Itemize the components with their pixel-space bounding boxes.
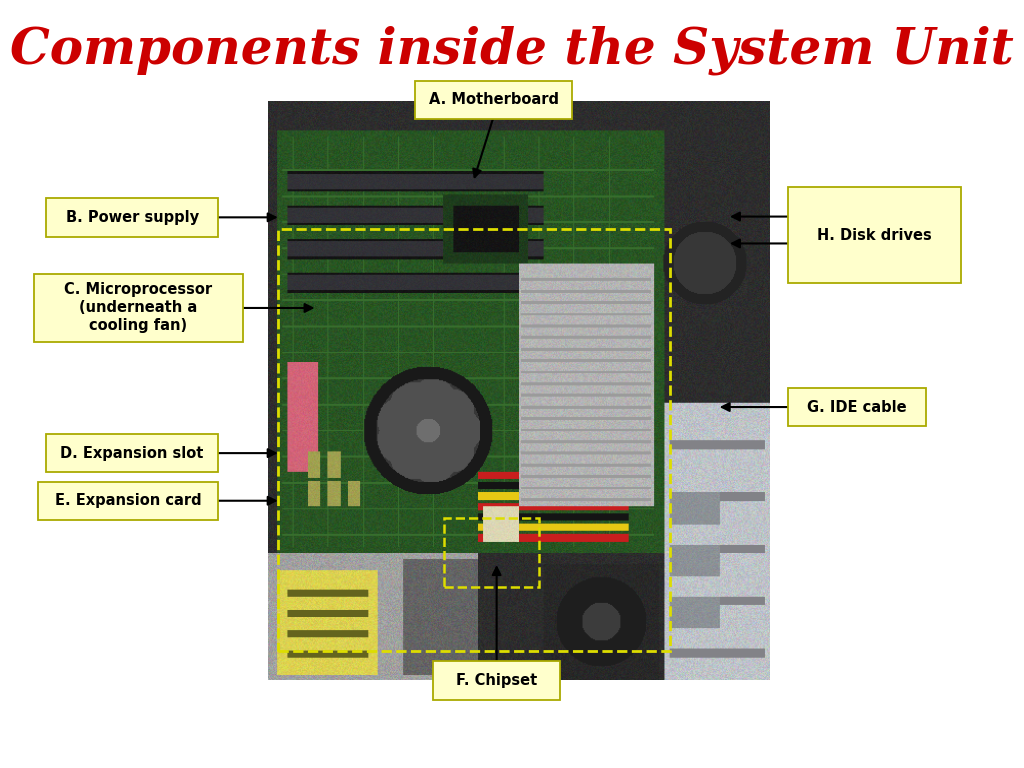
Text: B. Power supply: B. Power supply	[66, 210, 199, 225]
FancyBboxPatch shape	[38, 482, 218, 520]
FancyBboxPatch shape	[46, 198, 218, 237]
Text: A. Motherboard: A. Motherboard	[429, 92, 558, 108]
Text: C. Microprocessor
(underneath a
cooling fan): C. Microprocessor (underneath a cooling …	[65, 283, 212, 333]
FancyBboxPatch shape	[34, 274, 243, 342]
Bar	[444, 518, 540, 588]
FancyBboxPatch shape	[788, 187, 961, 283]
FancyBboxPatch shape	[433, 661, 560, 700]
FancyBboxPatch shape	[788, 388, 926, 426]
Bar	[279, 229, 670, 650]
Text: H. Disk drives: H. Disk drives	[817, 227, 932, 243]
Text: Components inside the System Unit: Components inside the System Unit	[10, 25, 1014, 74]
Text: D. Expansion slot: D. Expansion slot	[60, 445, 204, 461]
Text: F. Chipset: F. Chipset	[456, 673, 538, 688]
FancyBboxPatch shape	[46, 434, 218, 472]
Text: G. IDE cable: G. IDE cable	[807, 399, 907, 415]
FancyBboxPatch shape	[415, 81, 572, 119]
Text: E. Expansion card: E. Expansion card	[54, 493, 202, 508]
